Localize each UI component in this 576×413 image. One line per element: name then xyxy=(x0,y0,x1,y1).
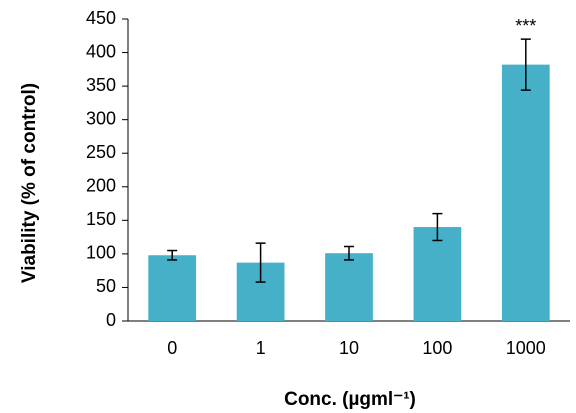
annotation: *** xyxy=(515,16,536,36)
error-bar xyxy=(520,38,531,91)
x-tick-label: 100 xyxy=(422,338,452,358)
x-tick-label: 1000 xyxy=(506,338,546,358)
x-axis-title: Conc. (µgml⁻¹) xyxy=(284,389,416,410)
y-tick-label: 0 xyxy=(106,310,116,330)
y-axis-title: Viability (% of control) xyxy=(19,83,40,283)
x-tick-label: 1 xyxy=(256,338,266,358)
y-tick-label: 250 xyxy=(86,142,116,162)
bar xyxy=(413,227,462,321)
y-tick-label: 150 xyxy=(86,209,116,229)
bar xyxy=(325,253,373,321)
error-bar xyxy=(167,249,178,261)
y-tick-label: 300 xyxy=(86,108,116,128)
y-tick-label: 100 xyxy=(86,243,116,263)
y-tick-label: 50 xyxy=(96,276,116,296)
error-bar xyxy=(255,242,266,283)
y-tick-label: 200 xyxy=(86,176,116,196)
error-bar xyxy=(344,245,354,261)
bar xyxy=(501,64,550,321)
y-tick-label: 400 xyxy=(86,41,116,61)
y-tick-label: 350 xyxy=(86,75,116,95)
bar xyxy=(148,255,197,321)
y-tick-label: 450 xyxy=(86,8,116,28)
x-tick-label: 0 xyxy=(167,338,177,358)
error-bar xyxy=(432,212,443,242)
x-tick-label: 10 xyxy=(339,338,359,358)
